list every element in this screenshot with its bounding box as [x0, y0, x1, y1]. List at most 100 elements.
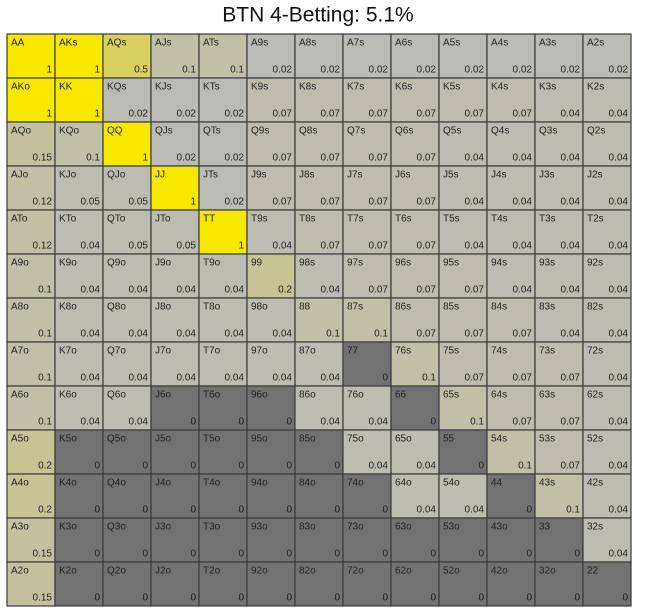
hand-label: K2o: [59, 566, 77, 577]
frequency-label: 0: [382, 505, 388, 516]
frequency-label: 0.2: [38, 461, 52, 472]
frequency-label: 0.07: [561, 417, 581, 428]
cell: [294, 341, 344, 387]
hand-label: AQo: [11, 126, 31, 137]
frequency-label: 0.04: [561, 109, 581, 120]
hand-label: A3s: [539, 38, 556, 49]
cell: [438, 297, 488, 343]
hand-label: 72o: [347, 566, 364, 577]
frequency-label: 0: [286, 549, 292, 560]
cell: [438, 253, 488, 299]
hand-label: A6s: [395, 38, 412, 49]
hand-label: 83o: [299, 522, 316, 533]
cell: [150, 517, 200, 563]
hand-label: 53o: [443, 522, 460, 533]
frequency-label: 0: [238, 549, 244, 560]
hand-label: KTs: [203, 82, 220, 93]
frequency-label: 0: [238, 461, 244, 472]
frequency-label: 0: [286, 505, 292, 516]
cell: [534, 429, 584, 475]
frequency-label: 0.04: [465, 153, 485, 164]
frequency-label: 0.12: [33, 241, 53, 252]
cell: [6, 429, 56, 475]
hand-label: K8o: [59, 302, 77, 313]
hand-label: 54s: [491, 434, 507, 445]
hand-label: J3o: [155, 522, 172, 533]
hand-label: 87o: [299, 346, 316, 357]
cell: [246, 429, 296, 475]
frequency-label: 0.1: [566, 505, 580, 516]
hand-label: 85o: [299, 434, 316, 445]
hand-label: T2o: [203, 566, 221, 577]
cell: [390, 253, 440, 299]
cell: [102, 121, 152, 167]
frequency-label: 0.07: [321, 109, 341, 120]
frequency-label: 0.07: [321, 241, 341, 252]
hand-label: J8s: [299, 170, 315, 181]
hand-label: 62s: [587, 390, 603, 401]
frequency-label: 0: [334, 593, 340, 604]
hand-label: 52s: [587, 434, 603, 445]
frequency-label: 0.04: [609, 417, 629, 428]
frequency-label: 0.04: [609, 329, 629, 340]
hand-label: QTs: [203, 126, 221, 137]
cell: [246, 297, 296, 343]
cell: [390, 473, 440, 519]
frequency-label: 1: [238, 241, 244, 252]
cell: [150, 429, 200, 475]
hand-label: 87s: [347, 302, 363, 313]
frequency-label: 0.07: [417, 153, 437, 164]
hand-label: T8o: [203, 302, 221, 313]
hand-label: Q6s: [395, 126, 413, 137]
hand-label: Q3s: [539, 126, 557, 137]
hand-label: 88: [299, 302, 311, 313]
cell: [246, 165, 296, 211]
hand-label: 43o: [491, 522, 508, 533]
cell: [486, 297, 536, 343]
hand-label: 65s: [443, 390, 459, 401]
cell: [438, 77, 488, 123]
frequency-label: 0.02: [225, 109, 245, 120]
hand-label: 55: [443, 434, 455, 445]
frequency-label: 0.07: [417, 109, 437, 120]
frequency-label: 0: [238, 417, 244, 428]
cell: [54, 33, 104, 79]
cell: [198, 253, 248, 299]
frequency-label: 0.04: [321, 373, 341, 384]
hand-label: K5o: [59, 434, 77, 445]
frequency-label: 0: [382, 373, 388, 384]
frequency-label: 0: [622, 593, 628, 604]
frequency-label: 0.05: [129, 241, 149, 252]
frequency-label: 0.15: [33, 153, 53, 164]
frequency-label: 0: [574, 549, 580, 560]
cell: [390, 77, 440, 123]
frequency-label: 0.1: [86, 153, 100, 164]
frequency-label: 0.07: [321, 197, 341, 208]
cell: [6, 561, 56, 607]
cell: [198, 121, 248, 167]
frequency-label: 0: [430, 593, 436, 604]
cell: [582, 165, 632, 211]
frequency-label: 0.04: [81, 285, 101, 296]
cell: [390, 429, 440, 475]
frequency-label: 0.04: [465, 505, 485, 516]
frequency-label: 0.07: [417, 241, 437, 252]
cell: [54, 517, 104, 563]
hand-label: 77: [347, 346, 359, 357]
hand-label: 22: [587, 566, 599, 577]
frequency-label: 0.1: [230, 65, 244, 76]
hand-label: T7s: [347, 214, 364, 225]
frequency-label: 0.1: [38, 329, 52, 340]
cell: [342, 341, 392, 387]
hand-label: 43s: [539, 478, 555, 489]
frequency-label: 0.02: [369, 65, 389, 76]
cell: [342, 561, 392, 607]
frequency-label: 0.05: [177, 241, 197, 252]
hand-label: J2o: [155, 566, 172, 577]
hand-label: 62o: [395, 566, 412, 577]
hand-label: 44: [491, 478, 503, 489]
chart-title: BTN 4-Betting: 5.1%: [222, 4, 413, 27]
hand-label: 99: [251, 258, 263, 269]
hand-label: Q5o: [107, 434, 126, 445]
